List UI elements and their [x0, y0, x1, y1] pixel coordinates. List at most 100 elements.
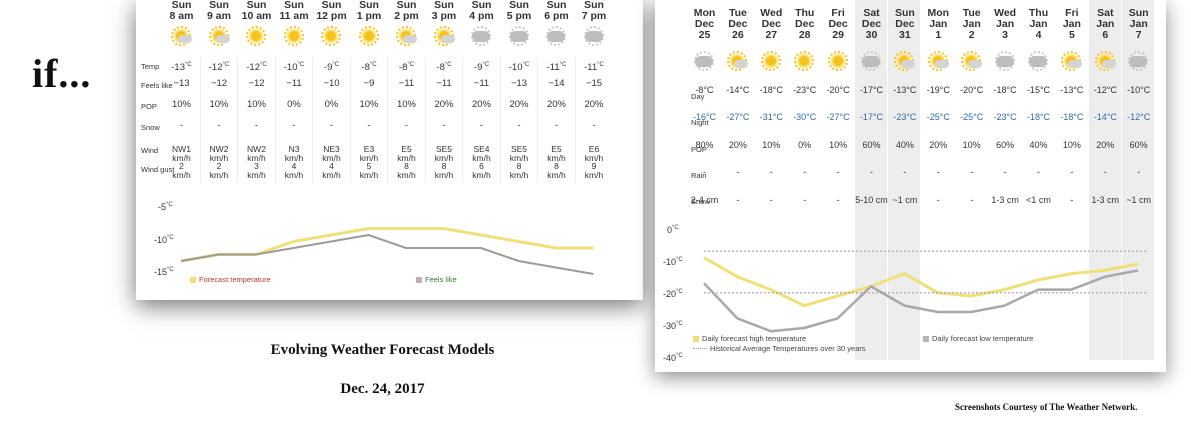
wind-line: km/h [509, 152, 529, 163]
rain-cell: - [870, 167, 873, 177]
wind-line: SE5 [435, 144, 453, 154]
daily-temperature-chart [703, 250, 1149, 333]
sun-cloud-icon-cloud [178, 35, 192, 43]
pop-cell: 20% [584, 99, 604, 110]
hour-time: 6 pm [544, 10, 569, 22]
hour-header-0: Sun 8 am [163, 0, 200, 22]
hour-header-4: Sun 12 pm [313, 0, 350, 22]
day-dow: Mon [693, 7, 716, 19]
day-header-7: Mon Jan 1 [922, 7, 955, 42]
tick-unit: °C [166, 202, 173, 208]
wind-line: km/h [434, 169, 454, 180]
day-date: 26 [732, 29, 744, 42]
cloud-icon-shape [584, 31, 603, 42]
column-separator [387, 57, 388, 183]
wind-line: 8 [404, 161, 409, 171]
column-separator [274, 57, 276, 183]
forecast-temperature-line [180, 227, 594, 263]
caption-date: Dec. 24, 2017 [340, 381, 425, 397]
wind-line: 2 [179, 161, 184, 171]
column-separator [499, 57, 501, 183]
cloud-icon [508, 25, 530, 47]
day-date: 25 [698, 29, 711, 42]
wind-cell: NW2 km/h 3 km/h [238, 145, 275, 179]
temp-cell: -10°C [508, 62, 530, 74]
feels-cell: −11 [398, 78, 415, 89]
hour-header-11: Sun 7 pm [576, 0, 613, 22]
day-dow: Wed [994, 7, 1017, 19]
sun-cloud-icon [1094, 50, 1116, 72]
hour-header-7: Sun 3 pm [426, 0, 463, 22]
snow-cell: - [554, 120, 559, 131]
feels-like-line [180, 234, 594, 275]
day-dow: Fri [1065, 7, 1079, 19]
wind-line: km/h [209, 152, 229, 163]
sun-icon [760, 50, 782, 72]
day-dow: Tue [962, 7, 981, 19]
day-header-9: Wed Jan 3 [989, 7, 1022, 42]
snow-cell: - [970, 195, 974, 205]
hour-header-5: Sun 1 pm [351, 0, 388, 22]
temp-cell: -8°C [398, 62, 415, 74]
temp-unit: °C [185, 62, 192, 68]
pop-cell: 10% [246, 99, 266, 110]
wind-line: km/h [247, 152, 266, 163]
y-axis-tick: -5°C [158, 202, 173, 212]
day-temp: -23°C [793, 85, 817, 95]
column-separator [462, 57, 463, 183]
feels-cell: −11 [436, 78, 452, 89]
y-axis-tick: -15°C [154, 267, 174, 277]
day-dow: Sun [894, 7, 915, 19]
temp-unit: °C [407, 62, 415, 68]
day-month: Dec [761, 18, 781, 31]
wind-cell: N3 km/h 4 km/h [276, 145, 313, 179]
wind-line: NW2 [247, 144, 266, 154]
legend-high: Daily forecast high temperature [693, 334, 806, 343]
day-date: 6 [1102, 29, 1109, 42]
rain-cell: - [1037, 167, 1040, 177]
day-month: Dec [828, 18, 848, 31]
rain-cell: - [1137, 167, 1141, 177]
day-date: 5 [1068, 29, 1075, 42]
temp-unit: °C [597, 62, 604, 68]
day-date: 1 [935, 29, 942, 42]
wind-line: km/h [584, 169, 604, 180]
wind-line: 8 [441, 161, 447, 171]
snow-cell: - [803, 195, 807, 205]
row-label-temp: Temp [141, 62, 160, 71]
snow-cloud-icon-flakes: * * [1132, 65, 1140, 72]
row-label-rain: Rain [691, 171, 707, 180]
hour-header-9: Sun 5 pm [501, 0, 538, 22]
temp-unit: °C [444, 62, 452, 68]
pop-cell: 60% [1129, 140, 1148, 150]
wind-line: km/h [472, 152, 491, 163]
day-month: Dec [694, 18, 715, 31]
wind-line: 3 [254, 161, 259, 171]
day-dow: Sat [1097, 7, 1114, 19]
day-temp: -18°C [759, 85, 783, 95]
temp-unit: °C [522, 62, 530, 68]
wind-line: km/h [172, 152, 191, 163]
snow-cell: <1 cm [1026, 195, 1051, 205]
wind-line: km/h [247, 169, 266, 180]
feels-cell: −11 [286, 78, 302, 89]
row-label-gust: Wind gust [141, 165, 175, 174]
snow-cell: - [442, 120, 446, 131]
legend-feels: Feels like [416, 275, 457, 284]
sun-cloud-icon [395, 25, 417, 47]
y-axis-tick: 0°C [667, 225, 679, 235]
daily-forecast-panel: Mon Dec 25 * * Tue Dec 26 Wed Dec 27 Thu Dec 28 Fri De… [655, 0, 1166, 372]
tick-unit: °C [676, 321, 683, 327]
day-header-11: Fri Jan 5 [1055, 7, 1088, 42]
wind-cell: E5 km/h 8 km/h [388, 145, 425, 179]
hour-time: 10 am [241, 10, 272, 22]
night-temp: -23°C [993, 112, 1017, 122]
hourly-forecast-panel: Sun 8 am Sun 9 am Sun 10 am Sun 11 am Sun 12 pm Su… [136, 0, 643, 300]
wind-line: km/h [322, 152, 341, 163]
day-dow: Thu [795, 7, 815, 19]
snow-cloud-icon: * * [693, 50, 715, 72]
hour-time: 11 am [279, 10, 309, 22]
sun-cloud-icon [893, 50, 916, 72]
temp-cell: -8°C [361, 62, 377, 74]
day-temp: -15°C [1026, 85, 1051, 95]
